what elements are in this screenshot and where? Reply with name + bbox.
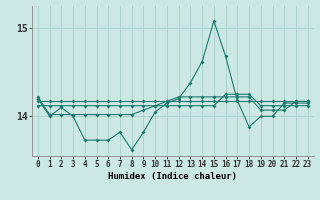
- X-axis label: Humidex (Indice chaleur): Humidex (Indice chaleur): [108, 172, 237, 181]
